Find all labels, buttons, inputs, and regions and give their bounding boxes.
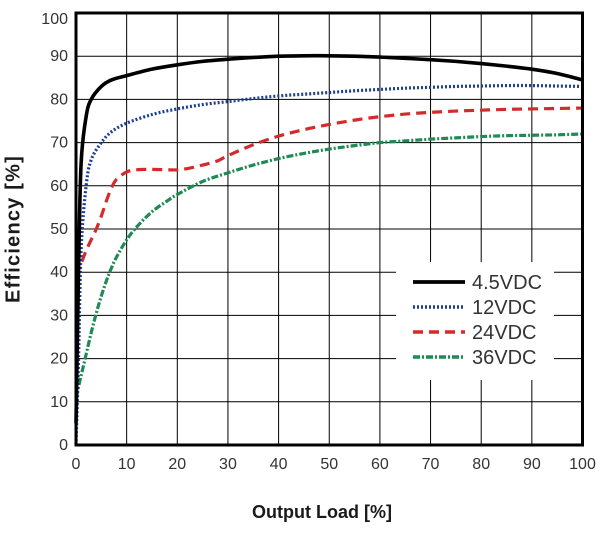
svg-text:70: 70 bbox=[422, 456, 440, 473]
svg-text:100: 100 bbox=[569, 456, 596, 473]
svg-text:12VDC: 12VDC bbox=[472, 297, 536, 319]
svg-text:60: 60 bbox=[50, 178, 68, 195]
svg-text:4.5VDC: 4.5VDC bbox=[472, 272, 542, 294]
svg-text:80: 80 bbox=[472, 456, 490, 473]
svg-text:50: 50 bbox=[50, 221, 68, 238]
svg-text:10: 10 bbox=[118, 456, 136, 473]
svg-text:40: 40 bbox=[270, 456, 288, 473]
svg-text:90: 90 bbox=[523, 456, 541, 473]
svg-text:10: 10 bbox=[50, 394, 68, 411]
svg-text:90: 90 bbox=[50, 48, 68, 65]
svg-text:0: 0 bbox=[59, 437, 68, 454]
svg-text:20: 20 bbox=[168, 456, 186, 473]
svg-text:100: 100 bbox=[41, 11, 68, 28]
svg-text:24VDC: 24VDC bbox=[472, 322, 536, 344]
svg-text:30: 30 bbox=[50, 307, 68, 324]
svg-text:70: 70 bbox=[50, 135, 68, 152]
svg-text:20: 20 bbox=[50, 351, 68, 368]
svg-text:30: 30 bbox=[219, 456, 237, 473]
svg-text:40: 40 bbox=[50, 264, 68, 281]
svg-text:0: 0 bbox=[72, 456, 81, 473]
svg-text:60: 60 bbox=[371, 456, 389, 473]
svg-text:50: 50 bbox=[320, 456, 338, 473]
svg-text:36VDC: 36VDC bbox=[472, 347, 536, 369]
svg-text:80: 80 bbox=[50, 91, 68, 108]
